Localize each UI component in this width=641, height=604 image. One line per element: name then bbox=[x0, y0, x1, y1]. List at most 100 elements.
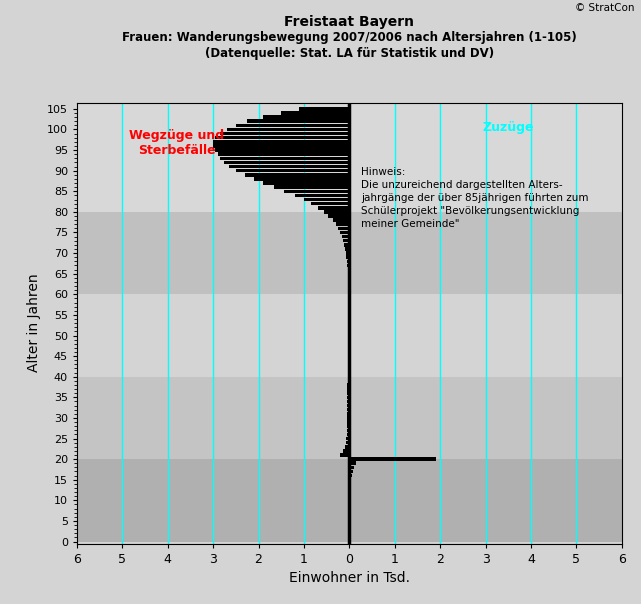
Bar bbox=[213, 140, 349, 144]
Bar bbox=[263, 181, 349, 185]
Bar bbox=[347, 425, 349, 428]
Bar bbox=[348, 297, 349, 300]
Bar bbox=[340, 453, 349, 457]
Bar bbox=[347, 375, 349, 379]
Bar bbox=[347, 408, 349, 411]
Text: © StratCon: © StratCon bbox=[575, 3, 635, 13]
Bar bbox=[347, 272, 349, 275]
Bar bbox=[340, 231, 349, 234]
Bar bbox=[348, 330, 349, 333]
Bar bbox=[227, 127, 349, 131]
Bar bbox=[348, 305, 349, 309]
Bar bbox=[347, 404, 349, 407]
Text: Frauen: Wanderungsbewegung 2007/2006 nach Altersjahren (1-105): Frauen: Wanderungsbewegung 2007/2006 nac… bbox=[122, 31, 577, 45]
Bar bbox=[245, 173, 349, 176]
Bar bbox=[229, 165, 349, 169]
Bar bbox=[347, 379, 349, 382]
Bar bbox=[345, 251, 349, 255]
Bar bbox=[247, 120, 349, 123]
Bar bbox=[347, 362, 349, 366]
Bar bbox=[345, 441, 349, 445]
Y-axis label: Alter in Jahren: Alter in Jahren bbox=[28, 274, 41, 373]
Bar bbox=[348, 309, 349, 312]
Text: Freistaat Bayern: Freistaat Bayern bbox=[285, 15, 414, 29]
Bar bbox=[347, 268, 349, 271]
Bar bbox=[345, 445, 349, 449]
Bar bbox=[77, 294, 622, 377]
X-axis label: Einwohner in Tsd.: Einwohner in Tsd. bbox=[289, 571, 410, 585]
Bar bbox=[220, 156, 349, 160]
Bar bbox=[347, 371, 349, 374]
Text: (Datenquelle: Stat. LA für Statistik und DV): (Datenquelle: Stat. LA für Statistik und… bbox=[204, 47, 494, 60]
Bar bbox=[348, 355, 349, 358]
Bar bbox=[347, 387, 349, 391]
Bar bbox=[348, 289, 349, 292]
Bar bbox=[349, 470, 353, 474]
Bar bbox=[348, 326, 349, 329]
Bar bbox=[348, 350, 349, 354]
Bar bbox=[213, 144, 349, 148]
Bar bbox=[348, 313, 349, 316]
Bar bbox=[347, 420, 349, 424]
Bar bbox=[324, 210, 349, 214]
Bar bbox=[348, 342, 349, 345]
Bar bbox=[336, 222, 349, 226]
Bar bbox=[347, 432, 349, 436]
Text: Zuzüge: Zuzüge bbox=[483, 121, 534, 134]
Bar bbox=[333, 219, 349, 222]
Bar bbox=[220, 132, 349, 135]
Bar bbox=[342, 235, 349, 239]
Bar bbox=[348, 338, 349, 341]
Bar bbox=[349, 457, 436, 461]
Bar bbox=[345, 247, 349, 251]
Bar bbox=[347, 400, 349, 403]
Bar bbox=[254, 177, 349, 181]
Bar bbox=[77, 459, 622, 542]
Bar bbox=[281, 111, 349, 115]
Bar bbox=[218, 152, 349, 156]
Bar bbox=[348, 280, 349, 284]
Bar bbox=[236, 169, 349, 172]
Bar bbox=[348, 346, 349, 350]
Bar bbox=[215, 149, 349, 152]
Bar bbox=[343, 239, 349, 242]
Bar bbox=[347, 367, 349, 370]
Bar bbox=[263, 115, 349, 119]
Bar bbox=[348, 334, 349, 337]
Bar bbox=[349, 478, 351, 481]
Bar bbox=[347, 416, 349, 420]
Text: Hinweis:
Die unzureichend dargestellten Alters-
jahrgänge der über 85jährigen fü: Hinweis: Die unzureichend dargestellten … bbox=[361, 167, 588, 230]
Bar bbox=[77, 212, 622, 294]
Bar bbox=[347, 428, 349, 432]
Bar bbox=[77, 377, 622, 459]
Bar bbox=[77, 103, 622, 212]
Bar bbox=[215, 136, 349, 140]
Bar bbox=[349, 461, 356, 465]
Bar bbox=[349, 474, 352, 477]
Bar bbox=[304, 198, 349, 201]
Bar bbox=[274, 185, 349, 189]
Bar bbox=[338, 226, 349, 230]
Bar bbox=[295, 194, 349, 197]
Bar bbox=[342, 449, 349, 452]
Bar bbox=[347, 260, 349, 263]
Bar bbox=[348, 317, 349, 321]
Text: Wegzüge und
Sterbefälle: Wegzüge und Sterbefälle bbox=[129, 129, 224, 158]
Bar bbox=[346, 255, 349, 259]
Bar bbox=[283, 190, 349, 193]
Bar bbox=[348, 276, 349, 280]
Bar bbox=[346, 437, 349, 440]
Bar bbox=[347, 264, 349, 267]
Bar bbox=[348, 359, 349, 362]
Bar bbox=[348, 301, 349, 304]
Bar bbox=[348, 284, 349, 288]
Bar bbox=[349, 466, 354, 469]
Bar bbox=[224, 161, 349, 164]
Bar bbox=[349, 482, 350, 486]
Bar bbox=[347, 412, 349, 416]
Bar bbox=[348, 321, 349, 325]
Bar bbox=[328, 214, 349, 218]
Bar bbox=[299, 107, 349, 111]
Bar bbox=[236, 124, 349, 127]
Bar bbox=[317, 206, 349, 210]
